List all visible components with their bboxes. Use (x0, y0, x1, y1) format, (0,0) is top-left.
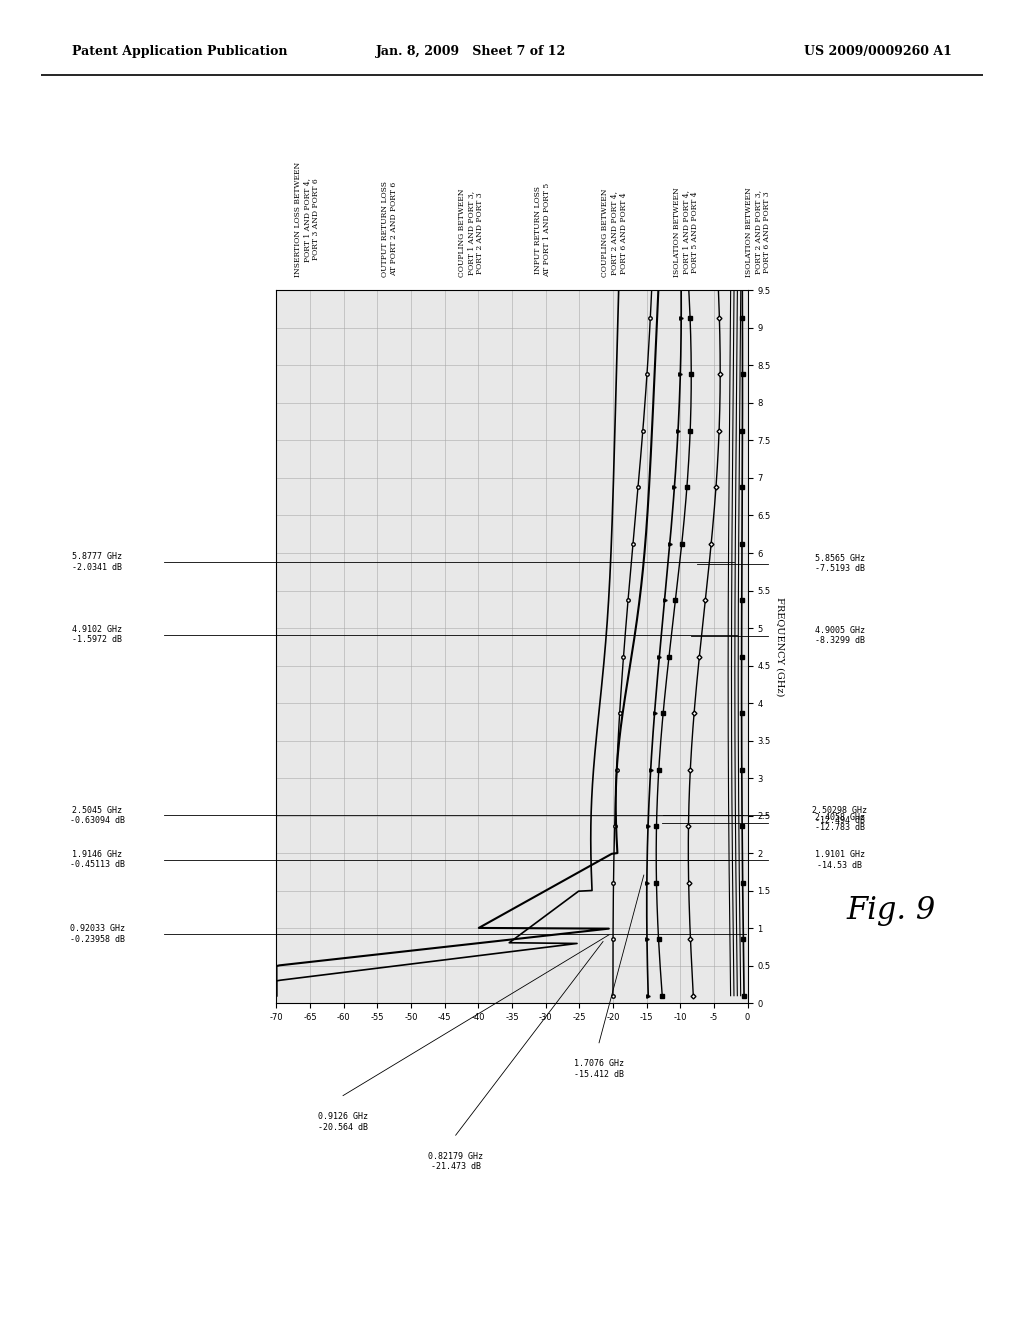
Text: 1.7076 GHz
-15.412 dB: 1.7076 GHz -15.412 dB (574, 1060, 624, 1078)
Text: 2.5045 GHz
-0.63094 dB: 2.5045 GHz -0.63094 dB (70, 805, 125, 825)
Text: COUPLING BETWEEN
PORT 2 AND PORT 4,
PORT 6 AND PORT 4: COUPLING BETWEEN PORT 2 AND PORT 4, PORT… (601, 189, 628, 277)
Text: ISOLATION BETWEEN
PORT 2 AND PORT 3,
PORT 6 AND PORT 3: ISOLATION BETWEEN PORT 2 AND PORT 3, POR… (744, 187, 771, 277)
Text: 0.9126 GHz
-20.564 dB: 0.9126 GHz -20.564 dB (318, 1113, 368, 1131)
Text: 5.8777 GHz
-2.0341 dB: 5.8777 GHz -2.0341 dB (73, 553, 122, 572)
Text: Patent Application Publication: Patent Application Publication (72, 45, 287, 58)
Text: COUPLING BETWEEN
PORT 1 AND PORT 3,
PORT 2 AND PORT 3: COUPLING BETWEEN PORT 1 AND PORT 3, PORT… (458, 189, 484, 277)
Text: Fig. 9: Fig. 9 (846, 895, 936, 927)
Text: 2.50298 GHz
-12.494 dB: 2.50298 GHz -12.494 dB (812, 805, 867, 825)
Text: OUTPUT RETURN LOSS
AT PORT 2 AND PORT 6: OUTPUT RETURN LOSS AT PORT 2 AND PORT 6 (381, 181, 397, 277)
Text: 1.9101 GHz
-14.53 dB: 1.9101 GHz -14.53 dB (815, 850, 864, 870)
Text: 2.4058 GHz
-12.783 dB: 2.4058 GHz -12.783 dB (815, 813, 864, 833)
Text: Jan. 8, 2009   Sheet 7 of 12: Jan. 8, 2009 Sheet 7 of 12 (376, 45, 566, 58)
Text: 4.9005 GHz
-8.3299 dB: 4.9005 GHz -8.3299 dB (815, 626, 864, 645)
Text: INSERTION LOSS BETWEEN
PORT 1 AND PORT 4,
PORT 3 AND PORT 6: INSERTION LOSS BETWEEN PORT 1 AND PORT 4… (294, 162, 321, 277)
Y-axis label: FREQUENCY (GHz): FREQUENCY (GHz) (775, 597, 784, 697)
Text: ISOLATION BETWEEN
PORT 1 AND PORT 4,
PORT 5 AND PORT 4: ISOLATION BETWEEN PORT 1 AND PORT 4, POR… (673, 187, 699, 277)
Text: 1.9146 GHz
-0.45113 dB: 1.9146 GHz -0.45113 dB (70, 850, 125, 870)
Text: US 2009/0009260 A1: US 2009/0009260 A1 (805, 45, 952, 58)
Text: 5.8565 GHz
-7.5193 dB: 5.8565 GHz -7.5193 dB (815, 554, 864, 573)
Text: 4.9102 GHz
-1.5972 dB: 4.9102 GHz -1.5972 dB (73, 626, 122, 644)
Text: INPUT RETURN LOSS
AT PORT 1 AND PORT 5: INPUT RETURN LOSS AT PORT 1 AND PORT 5 (535, 183, 551, 277)
Text: 0.92033 GHz
-0.23958 dB: 0.92033 GHz -0.23958 dB (70, 924, 125, 944)
Text: 0.82179 GHz
-21.473 dB: 0.82179 GHz -21.473 dB (428, 1152, 483, 1171)
